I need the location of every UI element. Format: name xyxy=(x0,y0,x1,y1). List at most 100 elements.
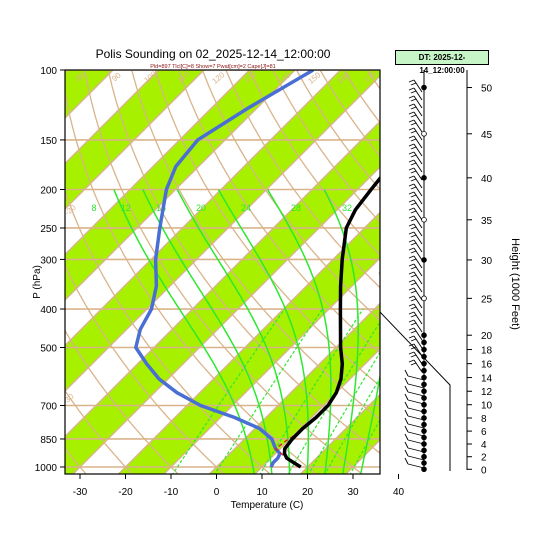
height-marker-dot xyxy=(422,382,427,387)
wind-barb-flag xyxy=(405,410,408,416)
wind-barb-flag xyxy=(405,386,408,392)
moist-adiabat-label: 12 xyxy=(121,203,131,213)
wind-barb-flag xyxy=(405,458,408,464)
wind-barb-flag xyxy=(411,291,416,293)
y-axis-label: P (hPa) xyxy=(32,265,43,299)
wind-barb-flag xyxy=(411,235,416,237)
height-tick-label: 14 xyxy=(481,374,493,385)
wind-barb-flag xyxy=(411,323,416,325)
wind-barb-flag xyxy=(409,216,414,218)
height-tick-label: 30 xyxy=(481,256,493,267)
wind-barb-flag xyxy=(405,426,408,432)
wind-barb xyxy=(408,432,424,436)
moist-adiabat-label: 24 xyxy=(241,203,251,213)
wind-barb-flag xyxy=(411,131,416,133)
dry-adiabat-label: 90 xyxy=(110,70,123,83)
y-tick-label: 700 xyxy=(40,402,57,413)
wind-barb-flag xyxy=(411,171,416,173)
wind-barb-flag xyxy=(411,283,416,285)
wind-barb-flag xyxy=(411,99,416,101)
height-marker-dot xyxy=(422,409,427,414)
wind-barb-flag xyxy=(405,418,408,424)
wind-barb-flag xyxy=(411,275,416,277)
wind-barb xyxy=(408,464,424,468)
wind-barb-flag xyxy=(411,227,416,229)
height-marker-dot xyxy=(422,429,427,434)
wind-barb-flag xyxy=(409,152,414,154)
x-tick-label: 20 xyxy=(302,487,314,498)
wind-barb-flag xyxy=(409,136,414,138)
height-tick-label: 35 xyxy=(481,216,493,227)
height-marker-dot xyxy=(422,361,427,366)
height-tick-label: 6 xyxy=(481,427,487,438)
x-tick-label: 40 xyxy=(393,487,405,498)
height-marker-dot xyxy=(422,461,427,466)
height-marker-dot xyxy=(422,389,427,394)
wind-barb-flag xyxy=(411,147,416,149)
y-tick-label: 300 xyxy=(40,255,57,266)
wind-barb-flag xyxy=(405,394,408,400)
y-tick-label: 500 xyxy=(40,343,57,354)
wind-barb-flag xyxy=(411,115,416,117)
chart-subtitle: Pld=897 Tlcl[C]=8 Show=7 Pwat[cm]=2 Cape… xyxy=(150,64,275,70)
wind-barb-flag xyxy=(409,80,414,82)
y-tick-label: 850 xyxy=(40,435,57,446)
wind-barb-flag xyxy=(411,219,416,221)
wind-barb-flag xyxy=(409,328,414,330)
x-tick-label: 0 xyxy=(214,487,220,498)
wind-barb-flag xyxy=(405,378,408,384)
wind-barb-flag xyxy=(409,144,414,146)
dry-adiabat-label: 120 xyxy=(210,70,226,86)
isotherm-line xyxy=(0,70,22,475)
wind-barb-flag xyxy=(411,155,416,157)
wind-barb-flag xyxy=(405,450,408,456)
wind-barb-flag xyxy=(411,299,416,301)
height-marker-dot xyxy=(422,435,427,440)
chart-title: Polis Sounding on 02_2025-12-14_12:00:00 xyxy=(96,47,331,61)
wind-barb-flag xyxy=(411,139,416,141)
datetime-badge: DT: 2025-12-14_12:00:00 xyxy=(395,50,489,65)
height-tick-label: 40 xyxy=(481,174,493,185)
height-tick-label: 50 xyxy=(481,84,493,95)
dry-adiabat-line xyxy=(461,70,540,475)
height-tick-label: 20 xyxy=(481,331,493,342)
height-tick-label: 2 xyxy=(481,453,487,464)
wind-barb-flag xyxy=(411,251,416,253)
wind-barb-flag xyxy=(411,363,416,365)
wind-barb-flag xyxy=(409,312,414,314)
height-tick-label: 18 xyxy=(481,346,493,357)
wind-barb-flag xyxy=(409,360,414,362)
wind-barb-flag xyxy=(409,88,414,90)
height-tick-label: 8 xyxy=(481,414,487,425)
wind-barb-flag xyxy=(409,176,414,178)
wind-barb-flag xyxy=(409,264,414,266)
wind-barb-flag xyxy=(411,195,416,197)
wind-barb-flag xyxy=(411,163,416,165)
height-tick-label: 25 xyxy=(481,294,493,305)
x-tick-label: -20 xyxy=(118,487,133,498)
x-tick-label: -10 xyxy=(164,487,179,498)
height-marker-dot xyxy=(422,448,427,453)
height-marker-dot xyxy=(422,354,427,359)
height-tick-label: 16 xyxy=(481,360,493,371)
height-marker-dot xyxy=(422,422,427,427)
wind-barb-flag xyxy=(409,352,414,354)
wind-barb-flag xyxy=(411,203,416,205)
wind-barb-flag xyxy=(409,104,414,106)
height-marker-dot xyxy=(422,467,427,472)
moist-adiabat-label: 20 xyxy=(196,203,206,213)
height-marker-dot xyxy=(422,396,427,401)
x-tick-label: -30 xyxy=(73,487,88,498)
height-marker-dot xyxy=(422,416,427,421)
x-tick-label: 30 xyxy=(347,487,359,498)
wind-barb-flag xyxy=(411,355,416,357)
height-tick-label: 4 xyxy=(481,440,487,451)
wind-barb-flag xyxy=(409,192,414,194)
wind-barb-flag xyxy=(411,259,416,261)
wind-barb-flag xyxy=(409,240,414,242)
wind-barb-flag xyxy=(409,208,414,210)
wind-barb-flag xyxy=(409,184,414,186)
wind-barb-flag xyxy=(409,336,414,338)
isotherm-band xyxy=(0,70,22,475)
